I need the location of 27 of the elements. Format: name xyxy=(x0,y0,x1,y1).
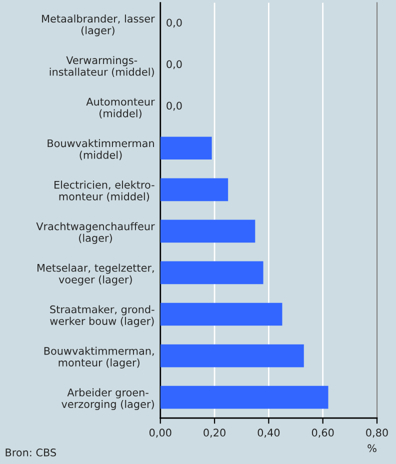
x-tick-label: 0,80 xyxy=(366,428,388,438)
bar xyxy=(160,220,256,243)
x-axis-title: % xyxy=(368,444,376,452)
y-tick-label: Bouwvaktimmerman (middel) xyxy=(48,139,154,160)
bar xyxy=(160,136,212,160)
y-tick-label: Metselaar, tegelzetter, voeger (lager) xyxy=(38,264,154,286)
x-tick-label: 0,40 xyxy=(258,428,280,438)
y-tick-label: Bouwvaktimmerman, monteur (lager) xyxy=(44,346,154,369)
y-tick-label: Electricien, elektro- monteur (middel) xyxy=(54,180,154,202)
y-tick-label: Vrachtwagenchauffeur (lager) xyxy=(36,222,155,244)
x-tick-label: 0,60 xyxy=(312,428,334,438)
bar xyxy=(160,178,228,202)
data-label: 0,0 xyxy=(166,60,182,70)
bar xyxy=(160,386,328,409)
text: Bron: CBS xyxy=(6,448,56,456)
y-tick-label: Metaalbrander, lasser (lager) xyxy=(42,14,155,36)
x-tick-label: 0,20 xyxy=(204,428,226,438)
y-tick-label: Automonteur (middel) xyxy=(86,98,155,119)
x-tick-label: 0,00 xyxy=(149,428,172,438)
y-tick-label: Straatmaker, grond- werker bouw (lager) xyxy=(50,305,154,327)
data-label: 0,0 xyxy=(166,102,182,111)
y-tick-label: Verwarmings- installateur (middel) xyxy=(50,56,154,78)
data-label: 0,0 xyxy=(166,18,182,28)
bar xyxy=(160,261,264,284)
bar xyxy=(160,344,304,368)
bar xyxy=(160,302,282,326)
y-tick-label: Arbeider groen- verzorging (lager) xyxy=(62,388,154,410)
